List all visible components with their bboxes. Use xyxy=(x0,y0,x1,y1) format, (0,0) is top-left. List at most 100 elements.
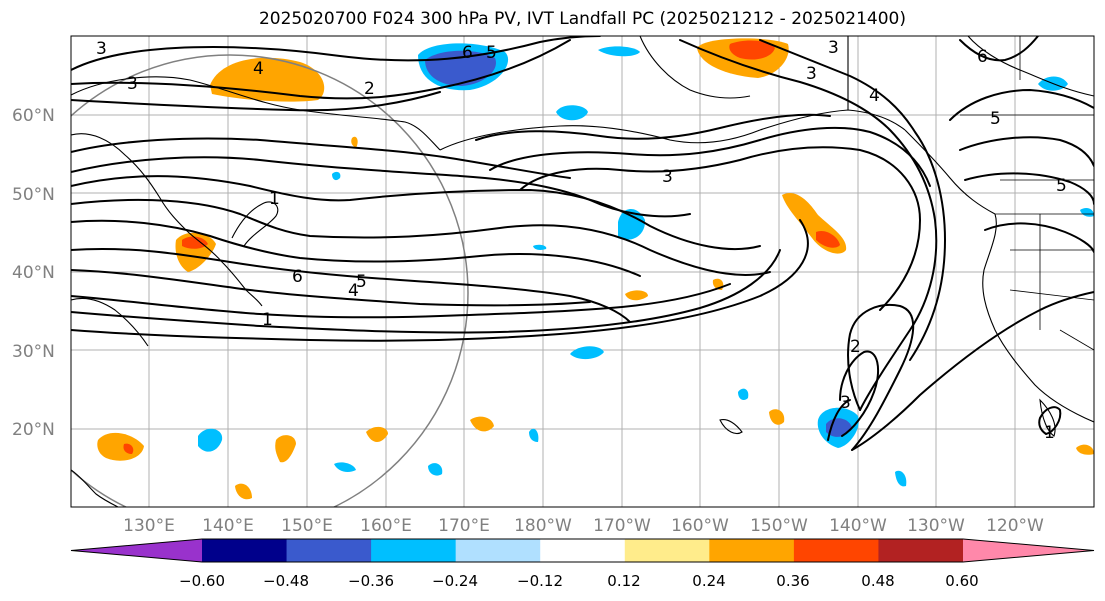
pv-anomaly-shading xyxy=(97,38,1094,500)
pv-contour-line xyxy=(959,136,1094,167)
pv-contour-line xyxy=(71,36,601,71)
longitude-labels: 130°E 140°E 150°E 160°E 170°E 180°W 170°… xyxy=(123,516,1044,536)
pv-negative-region xyxy=(598,46,640,57)
pv-positive-region xyxy=(1076,444,1094,455)
contour-label: 2 xyxy=(364,79,375,99)
colorbar-tick-label: 0.48 xyxy=(861,572,894,590)
map-frame xyxy=(70,35,1095,508)
lon-label: 130°W xyxy=(907,516,965,536)
colorbar-outline xyxy=(70,538,1095,563)
pv-contour-line xyxy=(759,39,946,361)
colorbar-bin xyxy=(202,539,288,562)
lon-label: 150°E xyxy=(281,516,333,536)
lon-label: 150°W xyxy=(750,516,808,536)
contour-label: 4 xyxy=(348,281,359,301)
lat-label-60n: 60°N xyxy=(12,106,55,126)
contour-label: 5 xyxy=(356,272,367,292)
pv-contour-line xyxy=(71,175,761,251)
lon-label: 180°W xyxy=(514,516,572,536)
lon-label: 170°W xyxy=(593,516,651,536)
colorbar-bin xyxy=(455,539,541,562)
pv-positive-region xyxy=(275,435,296,463)
contour-label: 6 xyxy=(292,267,303,287)
pv-negative-region xyxy=(198,428,223,452)
pv-positive-region xyxy=(351,136,358,148)
pv-contour-line xyxy=(475,113,831,141)
colorbar-extend-min xyxy=(71,539,202,562)
pv-contour-line xyxy=(959,36,1039,62)
pv-positive-region xyxy=(235,483,252,500)
contour-label: 3 xyxy=(828,38,839,58)
pv-positive-region xyxy=(625,290,648,301)
pv-contour-line xyxy=(839,350,880,437)
contour-label: 5 xyxy=(486,43,497,63)
contour-label: 4 xyxy=(253,59,264,79)
colorbar-tick-label: 0.12 xyxy=(607,572,640,590)
pv-positive-core xyxy=(182,236,208,249)
colorbar-tick-labels: −0.60 −0.48 −0.36 −0.24 −0.12 0.12 0.24 … xyxy=(179,572,979,590)
lon-label: 130°E xyxy=(123,516,175,536)
pv-negative-region xyxy=(1080,208,1094,217)
colorbar-bin xyxy=(624,539,710,562)
contour-label: 6 xyxy=(462,43,473,63)
pv-contour-line xyxy=(1038,406,1062,435)
pv-positive-core xyxy=(816,230,840,248)
lat-label-30n: 30°N xyxy=(12,342,55,362)
pv-negative-region xyxy=(895,470,907,487)
contour-label: 6 xyxy=(977,47,988,67)
pv-positive-region xyxy=(470,416,494,432)
colorbar-tick-label: −0.36 xyxy=(348,572,394,590)
pv-contour-line xyxy=(71,283,731,319)
colorbar-bin xyxy=(540,539,626,562)
pv-negative-region xyxy=(334,462,356,472)
pv-positive-region xyxy=(769,409,785,425)
pv-contour-line xyxy=(827,399,851,441)
pv-contour-line xyxy=(71,269,591,307)
colorbar-bin xyxy=(709,539,795,562)
contour-label: 1 xyxy=(1044,423,1055,443)
contour-label: 1 xyxy=(269,189,280,209)
lon-label: 170°E xyxy=(438,516,490,536)
contour-label: 5 xyxy=(1056,176,1067,196)
pv-contour-line xyxy=(71,247,631,323)
pv-positive-core xyxy=(729,40,775,60)
region-circle xyxy=(71,54,469,507)
pv-contour-line xyxy=(71,91,441,112)
contour-label: 1 xyxy=(262,310,273,330)
pv-negative-region xyxy=(533,244,547,250)
lon-label: 160°E xyxy=(360,516,412,536)
pv-negative-region xyxy=(618,208,646,240)
colorbar-extend-max xyxy=(963,539,1094,562)
pv-contour-line xyxy=(489,126,931,187)
pv-contour-line xyxy=(71,39,571,100)
lat-label-20n: 20°N xyxy=(12,420,55,440)
pv-contour-line xyxy=(519,146,921,311)
pv-contour-line xyxy=(71,219,641,277)
contour-label: 5 xyxy=(990,109,1001,129)
pv-negative-region xyxy=(332,171,341,181)
pv-contour-line xyxy=(984,222,1094,253)
pv-contour-line xyxy=(71,156,691,218)
colorbar-bin xyxy=(878,539,964,562)
colorbar-bin xyxy=(371,539,457,562)
map-title: 2025020700 F024 300 hPa PV, IVT Landfall… xyxy=(258,9,906,29)
pv-positive-region xyxy=(97,432,144,461)
colorbar-tick-label: −0.12 xyxy=(517,572,563,590)
contour-label: 2 xyxy=(850,337,861,357)
contour-label: 4 xyxy=(869,86,880,106)
pv-negative-region xyxy=(738,388,749,400)
pv-contour-line xyxy=(71,219,809,342)
contour-label: 3 xyxy=(96,39,107,59)
colorbar-tick-label: −0.24 xyxy=(432,572,478,590)
contour-label: 3 xyxy=(806,64,817,84)
lon-label: 140°W xyxy=(829,516,887,536)
pv-contour-line xyxy=(679,39,938,411)
pv-positive-region xyxy=(210,57,325,102)
lat-label-40n: 40°N xyxy=(12,263,55,283)
colorbar-tick-label: 0.60 xyxy=(945,572,978,590)
pv-contour-line xyxy=(851,291,1094,451)
pv-contour-line xyxy=(847,304,915,451)
pv-negative-region xyxy=(570,346,604,360)
pv-positive-region xyxy=(366,426,388,442)
